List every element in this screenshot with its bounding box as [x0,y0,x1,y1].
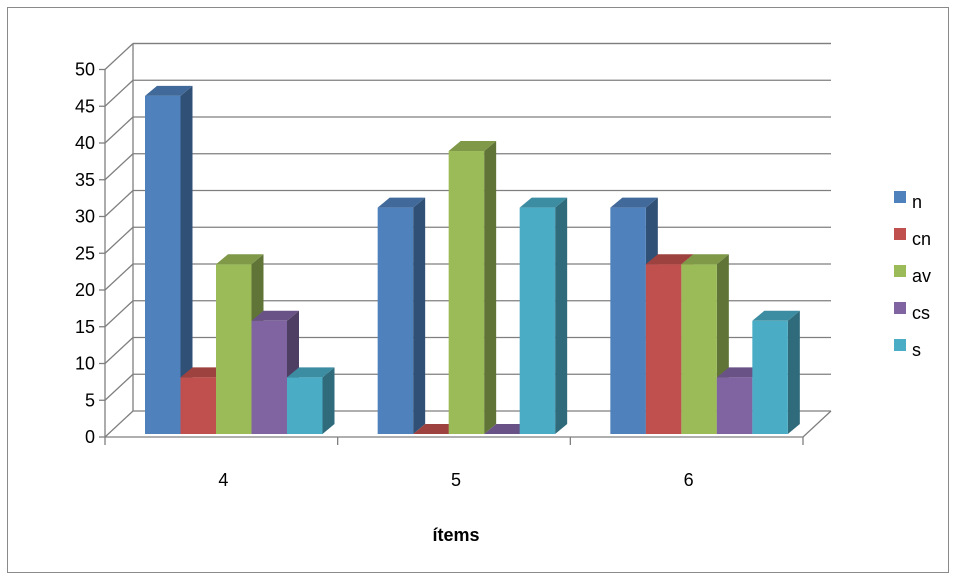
bar-side [180,85,193,435]
y-tick-label: 15 [75,317,95,337]
bar-side [555,197,568,434]
y-tick-label: 0 [85,427,95,447]
bar-top [145,85,193,96]
bar-side [322,367,335,434]
bar-side [484,141,497,434]
legend-item-n: n [894,191,922,212]
bar-front [716,377,753,434]
x-tick-label: 5 [451,470,461,490]
bar-front [377,207,414,434]
bar-s-4 [287,367,335,434]
y-tick-label: 10 [75,354,95,374]
bar-av-5 [448,141,497,434]
y-axis-ticks: 0 5 10 15 20 25 30 35 40 45 50 [75,60,95,448]
bar-s-6 [752,310,800,434]
bar-top [216,254,264,265]
legend-item-av: av [894,265,931,286]
side-gridline [104,79,134,107]
bar-top [681,254,729,265]
side-gridline [104,337,134,364]
side-gridline [104,410,134,438]
y-tick-label: 40 [75,133,95,153]
legend-swatch [894,302,906,314]
bar-s-5 [519,197,568,434]
side-gridline [104,226,134,254]
bar-side [787,310,800,434]
legend-label: s [912,340,921,360]
y-tick-label: 45 [75,96,95,116]
bar-front [752,320,788,434]
y-tick-label: 50 [75,60,95,80]
bar-front [251,320,287,434]
bar-top [377,197,426,208]
bar-top [287,367,335,378]
side-gridline [104,153,134,181]
x-tick-label: 6 [684,470,694,490]
x-tick-label: 4 [218,470,228,490]
side-gridline [104,43,134,70]
side-gridline [104,190,134,217]
bar-front [610,207,646,434]
bar-top [752,310,800,321]
bar-front [645,264,682,434]
x-axis-title: ítems [432,525,479,545]
side-gridline [104,373,134,401]
bar-n-5 [377,197,426,434]
y-tick-label: 25 [75,243,95,263]
legend-swatch [894,228,906,240]
legend-label: av [912,266,931,286]
legend-label: cn [912,229,931,249]
y-tick-label: 30 [75,207,95,227]
bars [145,85,800,435]
side-gridline [104,116,134,144]
bar-front [448,151,485,434]
y-tick-label: 20 [75,280,95,300]
bar-front [180,377,216,434]
legend-swatch [894,265,906,277]
axes [99,68,832,445]
bar-top [251,310,299,321]
bar-top [645,254,694,265]
bar-front [519,207,556,434]
y-tick-label: 5 [85,390,95,410]
legend: n cn av cs s [894,191,931,360]
bar-front [145,95,181,435]
legend-label: cs [912,303,930,323]
legend-swatch [894,339,906,351]
y-tick-label: 35 [75,170,95,190]
legend-label: n [912,192,922,212]
bar-top [610,197,658,208]
bar-front [681,264,717,434]
legend-item-cs: cs [894,302,930,323]
x-axis-ticks: 4 5 6 [218,470,693,490]
side-gridline [104,263,134,291]
bar-side [413,197,426,434]
bar-top [448,141,497,152]
bar-front [216,264,252,434]
legend-item-cn: cn [894,228,931,249]
bar-n-4 [145,85,193,435]
bar-top [519,197,568,208]
side-gridline [104,300,134,328]
legend-swatch [894,191,906,203]
legend-item-s: s [894,339,921,360]
bar-front [287,377,323,434]
